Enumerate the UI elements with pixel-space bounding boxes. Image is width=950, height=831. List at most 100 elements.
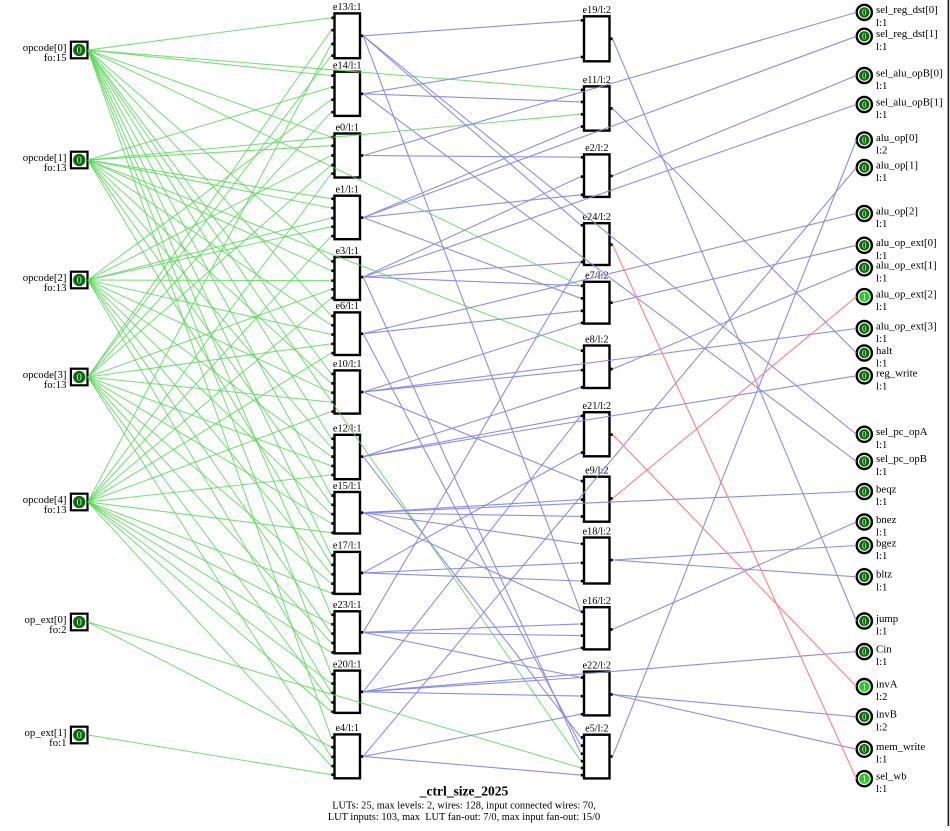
svg-text:1: 1 [862, 682, 867, 692]
svg-text:0: 0 [77, 618, 82, 629]
svg-text:0: 0 [862, 745, 867, 755]
svg-text:l:1: l:1 [876, 358, 887, 370]
svg-text:opcode[3]: opcode[3] [23, 369, 67, 381]
svg-text:e4/l:1: e4/l:1 [335, 723, 358, 734]
svg-text:0: 0 [862, 241, 867, 251]
svg-text:l:1: l:1 [876, 218, 887, 230]
svg-text:0: 0 [77, 276, 82, 287]
svg-text:l:1: l:1 [876, 333, 887, 345]
svg-text:0: 0 [862, 348, 867, 358]
svg-text:e13/l:1: e13/l:1 [333, 2, 362, 13]
svg-text:sel_alu_opB[1]: sel_alu_opB[1] [876, 96, 943, 108]
svg-text:Cin: Cin [876, 643, 892, 655]
svg-text:e9/l:2: e9/l:2 [585, 466, 608, 477]
svg-text:e19/l:2: e19/l:2 [582, 5, 611, 16]
svg-text:jump: jump [875, 613, 898, 625]
svg-text:0: 0 [77, 731, 82, 742]
svg-text:0: 0 [862, 616, 867, 626]
svg-text:l:1: l:1 [876, 172, 887, 184]
svg-text:l:2: l:2 [876, 721, 887, 733]
svg-text:l:2: l:2 [876, 691, 887, 703]
svg-text:e7/l:2: e7/l:2 [585, 271, 608, 282]
svg-text:op_ext[0]: op_ext[0] [25, 614, 67, 626]
svg-text:0: 0 [862, 712, 867, 722]
svg-text:bgez: bgez [876, 537, 897, 549]
svg-text:e5/l:2: e5/l:2 [585, 724, 608, 735]
svg-text:alu_op_ext[2]: alu_op_ext[2] [876, 289, 937, 301]
svg-text:0: 0 [862, 457, 867, 467]
svg-text:fo:13: fo:13 [44, 282, 67, 294]
svg-text:l:1: l:1 [876, 41, 887, 53]
svg-text:0: 0 [77, 46, 82, 57]
svg-text:l:1: l:1 [876, 109, 887, 121]
svg-text:e10/l:1: e10/l:1 [333, 359, 362, 370]
svg-text:e3/l:1: e3/l:1 [335, 246, 358, 257]
svg-text:0: 0 [862, 517, 867, 527]
svg-text:l:1: l:1 [876, 272, 887, 284]
svg-text:halt: halt [876, 345, 892, 357]
svg-text:alu_op_ext[3]: alu_op_ext[3] [876, 320, 937, 332]
svg-text:e14/l:1: e14/l:1 [333, 61, 362, 72]
svg-text:l:1: l:1 [876, 550, 887, 562]
svg-text:sel_pc_opB: sel_pc_opB [876, 453, 927, 465]
svg-text:e6/l:1: e6/l:1 [335, 301, 358, 312]
svg-text:opcode[2]: opcode[2] [23, 272, 67, 284]
svg-text:alu_op_ext[0]: alu_op_ext[0] [876, 237, 937, 249]
svg-text:e21/l:2: e21/l:2 [582, 401, 611, 412]
svg-text:l:1: l:1 [876, 754, 887, 766]
svg-text:e2/l:2: e2/l:2 [585, 143, 608, 154]
svg-text:bltz: bltz [876, 569, 892, 581]
svg-text:0: 0 [77, 156, 82, 167]
svg-text:fo:13: fo:13 [44, 162, 67, 174]
svg-text:0: 0 [862, 572, 867, 582]
svg-text:sel_pc_opA: sel_pc_opA [876, 426, 928, 438]
svg-text:fo:13: fo:13 [44, 504, 67, 516]
svg-text:0: 0 [862, 8, 867, 18]
svg-text:0: 0 [77, 498, 82, 509]
svg-text:l:1: l:1 [876, 250, 887, 262]
svg-text:fo:1: fo:1 [49, 737, 66, 749]
svg-text:mem_write: mem_write [876, 741, 925, 753]
svg-text:l:2: l:2 [876, 145, 887, 157]
svg-text:0: 0 [862, 371, 867, 381]
svg-text:0: 0 [862, 100, 867, 110]
svg-text:l:1: l:1 [876, 783, 887, 795]
svg-text:0: 0 [862, 71, 867, 81]
svg-text:e15/l:1: e15/l:1 [333, 481, 362, 492]
svg-text:sel_reg_dst[0]: sel_reg_dst[0] [876, 4, 938, 16]
svg-text:e20/l:1: e20/l:1 [333, 659, 362, 670]
svg-text:opcode[0]: opcode[0] [23, 42, 67, 54]
svg-text:e22/l:2: e22/l:2 [582, 660, 611, 671]
svg-text:fo:2: fo:2 [49, 624, 66, 636]
svg-text:l:1: l:1 [876, 496, 887, 508]
svg-text:1: 1 [862, 292, 867, 302]
svg-text:invB: invB [876, 709, 897, 721]
svg-text:fo:13: fo:13 [44, 379, 67, 391]
svg-text:alu_op[0]: alu_op[0] [876, 132, 918, 144]
svg-text:0: 0 [862, 487, 867, 497]
svg-text:0: 0 [862, 135, 867, 145]
svg-text:e17/l:1: e17/l:1 [333, 541, 362, 552]
svg-text:alu_op_ext[1]: alu_op_ext[1] [876, 260, 937, 272]
svg-text:sel_reg_dst[1]: sel_reg_dst[1] [876, 28, 938, 40]
svg-text:l:1: l:1 [876, 527, 887, 539]
svg-text:beqz: beqz [876, 483, 897, 495]
svg-text:e0/l:1: e0/l:1 [335, 122, 358, 133]
svg-text:l:1: l:1 [876, 380, 887, 392]
svg-text:l:1: l:1 [876, 17, 887, 29]
svg-text:LUTs: 25, max levels: 2, wires: LUTs: 25, max levels: 2, wires: 128, inp… [332, 801, 596, 812]
svg-text:l:1: l:1 [876, 301, 887, 313]
svg-text:0: 0 [862, 541, 867, 551]
svg-text:l:1: l:1 [876, 439, 887, 451]
svg-text:l:1: l:1 [876, 626, 887, 638]
svg-text:fo:15: fo:15 [44, 52, 67, 64]
svg-text:0: 0 [862, 32, 867, 42]
svg-text:invA: invA [876, 678, 898, 690]
svg-text:e24/l:2: e24/l:2 [582, 212, 611, 223]
svg-text:e23/l:1: e23/l:1 [333, 600, 362, 611]
svg-text:sel_wb: sel_wb [876, 771, 907, 783]
svg-text:opcode[4]: opcode[4] [23, 494, 67, 506]
svg-text:l:1: l:1 [876, 581, 887, 593]
svg-text:0: 0 [77, 373, 82, 384]
svg-text:0: 0 [862, 430, 867, 440]
